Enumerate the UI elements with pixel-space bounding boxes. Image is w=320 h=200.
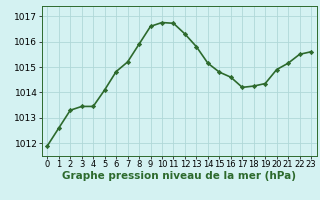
X-axis label: Graphe pression niveau de la mer (hPa): Graphe pression niveau de la mer (hPa) <box>62 171 296 181</box>
